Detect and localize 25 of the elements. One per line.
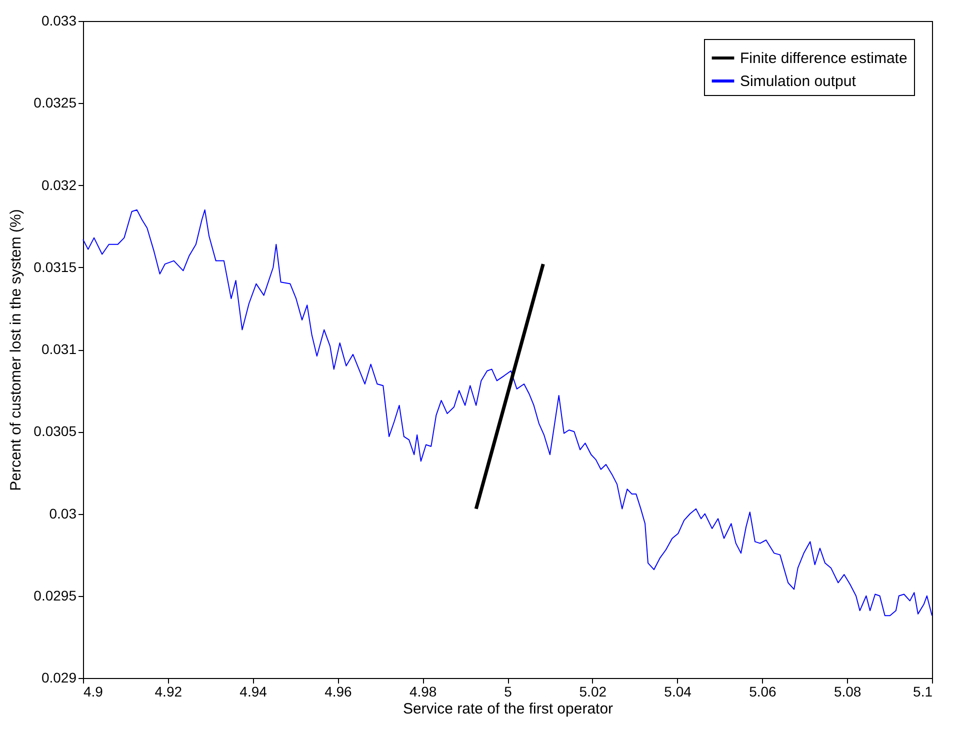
legend-label: Simulation output bbox=[740, 73, 857, 90]
y-tick-label: 0.0315 bbox=[34, 258, 77, 275]
x-tick-label: 4.94 bbox=[240, 684, 268, 700]
legend-label: Finite difference estimate bbox=[740, 50, 908, 67]
y-tick-label: 0.033 bbox=[41, 12, 77, 28]
x-tick-label: 5.02 bbox=[579, 684, 607, 700]
x-tick-label: 5.06 bbox=[749, 684, 777, 700]
x-tick-label: 4.9 bbox=[84, 684, 104, 700]
y-tick-label: 0.0305 bbox=[34, 423, 77, 440]
y-tick-label: 0.03 bbox=[49, 505, 77, 522]
x-tick-label: 5.04 bbox=[664, 684, 692, 700]
x-tick-label: 4.96 bbox=[324, 684, 352, 700]
y-axis-title: Percent of customer lost in the system (%) bbox=[8, 209, 25, 491]
x-tick-label: 5.08 bbox=[834, 684, 862, 700]
line-series bbox=[82, 209, 932, 616]
x-tick-label: 4.92 bbox=[154, 684, 182, 700]
x-tick-label: 5.1 bbox=[913, 684, 933, 700]
y-tick-label: 0.0325 bbox=[34, 94, 77, 111]
y-tick-label: 0.031 bbox=[41, 341, 77, 357]
y-tick-label: 0.032 bbox=[41, 176, 77, 193]
y-tick-label: 0.029 bbox=[41, 670, 77, 686]
x-tick-label: 4.98 bbox=[409, 684, 437, 700]
x-axis-title: Service rate of the first operator bbox=[402, 700, 614, 718]
x-tick-label: 5 bbox=[504, 684, 512, 700]
y-tick-label: 0.0295 bbox=[34, 587, 77, 604]
